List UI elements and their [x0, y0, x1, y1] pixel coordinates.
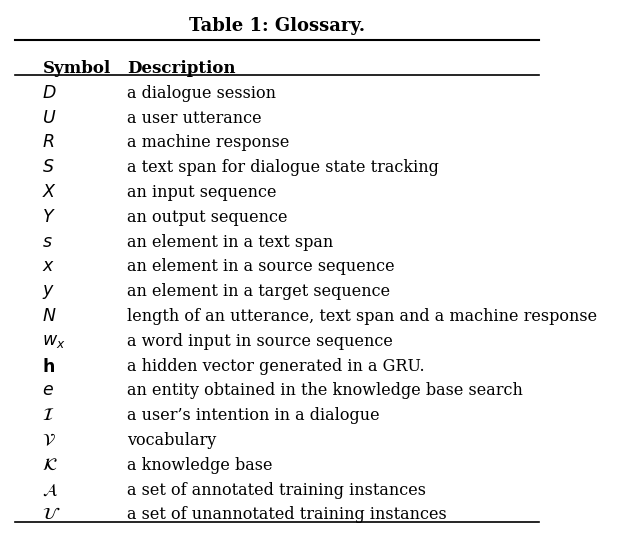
- Text: $X$: $X$: [42, 184, 58, 201]
- Text: a set of unannotated training instances: a set of unannotated training instances: [127, 506, 447, 523]
- Text: a set of annotated training instances: a set of annotated training instances: [127, 481, 426, 499]
- Text: a user utterance: a user utterance: [127, 110, 262, 127]
- Text: Table 1: Glossary.: Table 1: Glossary.: [189, 17, 365, 36]
- Text: $U$: $U$: [42, 110, 57, 127]
- Text: a user’s intention in a dialogue: a user’s intention in a dialogue: [127, 407, 380, 424]
- Text: an element in a target sequence: an element in a target sequence: [127, 283, 390, 300]
- Text: $\mathcal{I}$: $\mathcal{I}$: [42, 407, 54, 424]
- Text: $D$: $D$: [42, 85, 57, 102]
- Text: $R$: $R$: [42, 135, 55, 151]
- Text: $w_x$: $w_x$: [42, 333, 66, 350]
- Text: a machine response: a machine response: [127, 135, 289, 151]
- Text: $Y$: $Y$: [42, 209, 56, 226]
- Text: an output sequence: an output sequence: [127, 209, 287, 226]
- Text: an input sequence: an input sequence: [127, 184, 276, 201]
- Text: a hidden vector generated in a GRU.: a hidden vector generated in a GRU.: [127, 358, 424, 374]
- Text: a knowledge base: a knowledge base: [127, 457, 273, 474]
- Text: $s$: $s$: [42, 234, 53, 250]
- Text: $\mathbf{h}$: $\mathbf{h}$: [42, 358, 56, 375]
- Text: an entity obtained in the knowledge base search: an entity obtained in the knowledge base…: [127, 382, 523, 399]
- Text: $y$: $y$: [42, 283, 55, 301]
- Text: vocabulary: vocabulary: [127, 432, 216, 449]
- Text: a text span for dialogue state tracking: a text span for dialogue state tracking: [127, 159, 439, 176]
- Text: an element in a source sequence: an element in a source sequence: [127, 259, 395, 275]
- Text: an element in a text span: an element in a text span: [127, 234, 333, 250]
- Text: $e$: $e$: [42, 382, 54, 399]
- Text: $\mathcal{U}$: $\mathcal{U}$: [42, 506, 61, 523]
- Text: length of an utterance, text span and a machine response: length of an utterance, text span and a …: [127, 308, 597, 325]
- Text: $x$: $x$: [42, 259, 55, 275]
- Text: a dialogue session: a dialogue session: [127, 85, 276, 102]
- Text: Description: Description: [127, 60, 236, 77]
- Text: $\mathcal{K}$: $\mathcal{K}$: [42, 457, 58, 474]
- Text: Symbol: Symbol: [42, 60, 111, 77]
- Text: $\mathcal{V}$: $\mathcal{V}$: [42, 432, 56, 449]
- Text: a word input in source sequence: a word input in source sequence: [127, 333, 393, 350]
- Text: $\mathcal{A}$: $\mathcal{A}$: [42, 481, 58, 499]
- Text: $S$: $S$: [42, 159, 55, 176]
- Text: $N$: $N$: [42, 308, 57, 325]
